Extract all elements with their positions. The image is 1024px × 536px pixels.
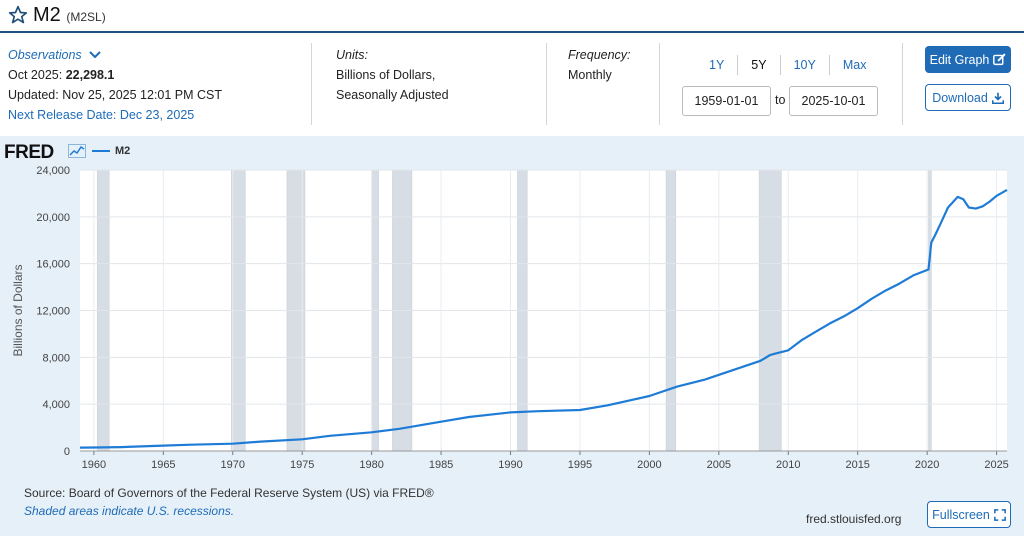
units-line-1: Billions of Dollars,	[336, 68, 436, 82]
observation-value: 22,298.1	[65, 68, 115, 82]
units-label: Units:	[336, 48, 368, 62]
series-line-m2	[79, 188, 1008, 449]
download-button[interactable]: Download	[925, 84, 1011, 111]
divider	[546, 43, 547, 125]
x-tick-label: 2015	[845, 459, 869, 471]
range-max-button[interactable]: Max	[828, 55, 880, 75]
next-release-link[interactable]: Next Release Date: Dec 23, 2025	[8, 108, 195, 122]
range-5y-button[interactable]: 5Y	[737, 55, 779, 75]
download-icon	[991, 92, 1004, 104]
legend-swatch	[92, 150, 110, 152]
x-tick-label: 2000	[637, 459, 661, 471]
start-date-input[interactable]	[682, 86, 771, 116]
x-tick-label: 2020	[915, 459, 939, 471]
frequency-value: Monthly	[568, 68, 612, 82]
legend-label: M2	[115, 145, 131, 157]
chart-panel: 0 4,000 8,000 12,000 16,000 20,000 24,000 1960 1…	[0, 136, 1024, 536]
observations-link[interactable]: Observations	[8, 48, 82, 62]
x-tick-label: 1995	[568, 459, 592, 471]
updated-text: Updated: Nov 25, 2025 12:01 PM CST	[8, 88, 223, 102]
fred-chart-icon	[68, 144, 86, 158]
latest-observation: Oct 2025: 22,298.1	[8, 65, 222, 85]
y-tick-label: 4,000	[42, 399, 70, 411]
metadata-panel: Observations Oct 2025: 22,298.1 Updated:…	[0, 33, 1024, 136]
x-tick-label: 1985	[429, 459, 453, 471]
range-10y-button[interactable]: 10Y	[779, 55, 829, 75]
range-buttons: 1Y 5Y 10Y Max	[696, 55, 879, 75]
line-chart: 0 4,000 8,000 12,000 16,000 20,000 24,000 1960 1…	[11, 165, 1009, 471]
observation-period: Oct 2025:	[8, 68, 63, 82]
units-line-2: Seasonally Adjusted	[336, 88, 449, 102]
site-url: fred.stlouisfed.org	[806, 512, 902, 526]
fullscreen-label: Fullscreen	[932, 507, 990, 522]
range-1y-button[interactable]: 1Y	[709, 58, 725, 72]
y-tick-label: 16,000	[36, 259, 70, 271]
fullscreen-button[interactable]: Fullscreen	[927, 501, 1011, 528]
x-tick-label: 2005	[707, 459, 731, 471]
frequency-block: Frequency: Monthly	[568, 45, 631, 85]
x-tick-label: 1960	[82, 459, 106, 471]
x-tick-label: 2025	[984, 459, 1008, 471]
divider	[902, 43, 903, 125]
download-label: Download	[932, 90, 988, 105]
series-title: M2	[33, 4, 61, 26]
y-axis-label: Billions of Dollars	[11, 264, 25, 356]
fred-logo: FRED	[4, 142, 54, 163]
fullscreen-icon	[993, 508, 1006, 521]
y-tick-label: 0	[64, 446, 70, 458]
divider	[311, 43, 312, 125]
source-text: Source: Board of Governors of the Federa…	[24, 486, 434, 500]
star-icon[interactable]	[8, 5, 28, 25]
y-tick-label: 12,000	[36, 306, 70, 318]
y-tick-label: 8,000	[42, 352, 70, 364]
units-block: Units: Billions of Dollars, Seasonally A…	[336, 45, 449, 105]
y-tick-label: 24,000	[36, 165, 70, 177]
observations-toggle[interactable]: Observations	[8, 45, 222, 65]
edit-graph-button[interactable]: Edit Graph	[925, 46, 1011, 73]
x-tick-label: 1975	[290, 459, 314, 471]
x-tick-label: 2010	[776, 459, 800, 471]
title-bar: M2 (M2SL)	[0, 0, 1024, 33]
edit-icon	[993, 53, 1006, 66]
chart-legend: M2	[92, 145, 130, 157]
x-tick-label: 1965	[151, 459, 175, 471]
end-date-input[interactable]	[789, 86, 878, 116]
page-title: M2 (M2SL)	[33, 4, 106, 27]
observations-block: Observations Oct 2025: 22,298.1 Updated:…	[8, 45, 222, 125]
frequency-label: Frequency:	[568, 48, 631, 62]
series-id: (M2SL)	[66, 10, 106, 24]
to-label: to	[775, 93, 786, 107]
edit-graph-label: Edit Graph	[929, 52, 990, 67]
chevron-down-icon[interactable]	[89, 51, 101, 59]
y-tick-label: 20,000	[36, 212, 70, 224]
divider	[659, 43, 660, 125]
x-tick-label: 1990	[498, 459, 522, 471]
recession-note: Shaded areas indicate U.S. recessions.	[24, 504, 235, 518]
x-tick-label: 1980	[359, 459, 383, 471]
x-tick-label: 1970	[221, 459, 245, 471]
